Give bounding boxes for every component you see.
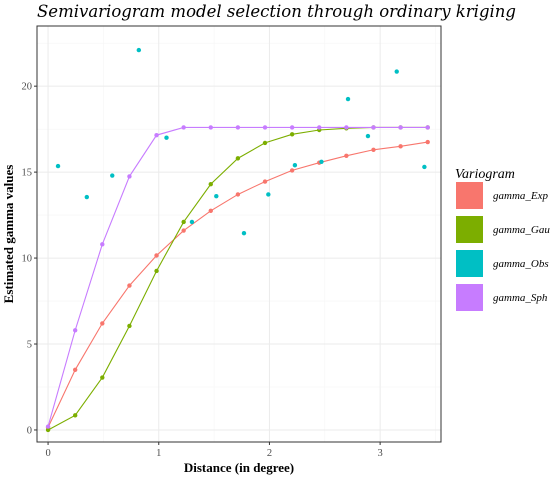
data-point [344,125,349,130]
data-point [45,424,51,429]
x-tick-label: 1 [156,448,161,459]
legend-item: gamma_Gau [456,216,550,243]
data-point [371,125,376,130]
data-point [398,144,403,149]
y-tick-label: 20 [22,82,33,93]
data-point [100,321,105,326]
y-tick-label: 5 [27,340,32,351]
data-point [235,192,241,197]
data-point [289,168,295,173]
data-point [181,228,186,233]
data-point [127,323,132,329]
data-point [398,125,403,130]
data-point [365,133,371,139]
legend-label: gamma_Obs [493,258,549,270]
data-point [72,367,78,373]
x-axis-title: Distance (in degree) [184,460,294,475]
legend-label: gamma_Gau [493,224,550,236]
legend: Variogram gamma_Expgamma_Gaugamma_Obsgam… [455,167,550,311]
data-point [241,230,247,236]
data-point [154,132,159,138]
data-point [181,219,186,225]
y-tick-label: 0 [27,425,32,436]
y-axis-title: Estimated gamma values [1,165,16,304]
data-point [55,163,61,169]
data-point [235,156,241,161]
data-point [100,242,105,247]
data-point [208,208,213,213]
legend-item: gamma_Exp [456,182,548,209]
legend-item: gamma_Obs [456,250,549,277]
data-point [317,125,322,130]
data-point [208,125,213,130]
data-point [394,69,399,74]
data-point [84,194,90,200]
plot-panel [36,25,442,443]
axis-ticks: 0 1 2 3 0 5 10 15 20 [22,82,383,459]
data-point [289,125,295,130]
legend-items: gamma_Exp gamma_Gau gamma_Obs gamma_Sph [456,182,550,311]
data-point [235,125,241,130]
data-point [164,135,169,140]
legend-item: gamma_Sph [456,284,548,311]
panel-border [36,25,442,443]
x-tick-label: 3 [377,448,382,459]
data-point [72,328,78,333]
series-gamma-obs [55,47,427,236]
data-point [45,427,51,433]
series-layer [45,47,430,433]
legend-key [456,250,483,277]
legend-title: Variogram [455,167,515,182]
data-point [262,179,268,184]
data-point [214,193,219,199]
data-point [189,219,195,225]
data-point [289,132,295,137]
data-point [136,47,142,53]
legend-key [456,284,483,311]
data-point [266,192,271,197]
data-point [154,268,159,274]
y-tick-label: 15 [22,168,33,179]
data-point [345,96,351,102]
data-point [154,253,159,258]
data-point [425,139,430,145]
data-point [371,147,376,152]
data-point [292,163,298,168]
chart-title: Semivariogram model selection through or… [37,2,516,21]
legend-key [456,216,483,243]
legend-label: gamma_Sph [493,292,548,304]
y-tick-label: 10 [22,254,33,265]
x-tick-label: 0 [45,448,50,459]
data-point [262,125,268,130]
data-point [319,159,324,165]
data-point [110,173,115,178]
legend-label: gamma_Exp [493,190,548,202]
legend-key [456,182,483,209]
data-point [72,413,78,418]
data-point [344,153,349,158]
data-point [422,164,427,170]
data-point [181,125,186,130]
data-point [127,283,132,288]
data-point [100,375,105,380]
series-gamma-sph [45,125,430,429]
data-point [425,125,430,130]
x-tick-label: 2 [267,448,272,459]
data-point [262,140,268,146]
data-point [208,181,213,187]
data-point [127,174,132,179]
gridlines [37,26,441,442]
